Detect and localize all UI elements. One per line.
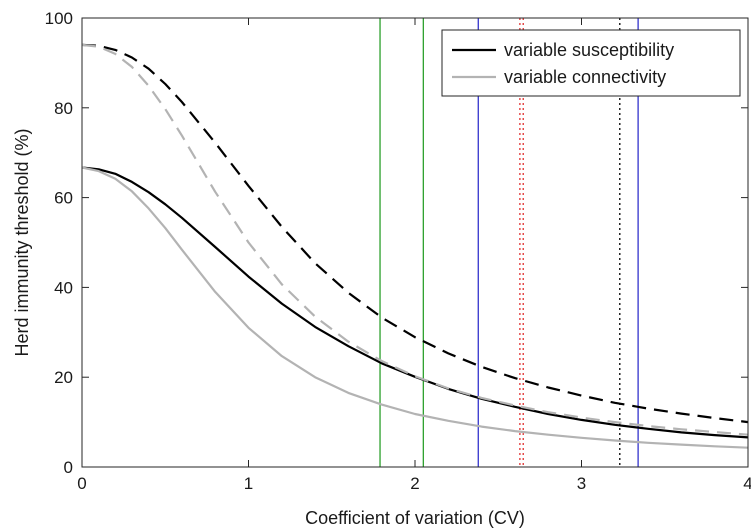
legend-label-variable-connectivity: variable connectivity bbox=[504, 67, 666, 87]
legend: variable susceptibility variable connect… bbox=[441, 29, 741, 97]
x-tick-label: 2 bbox=[410, 474, 419, 493]
variable-connectivity-solid-line bbox=[81, 166, 749, 449]
variable-susceptibility-solid-line bbox=[81, 166, 749, 439]
y-tick-label: 20 bbox=[54, 368, 73, 387]
y-axis-label: Herd immunity threshold (%) bbox=[12, 128, 32, 356]
y-tick-label: 60 bbox=[54, 189, 73, 208]
legend-label-variable-susceptibility: variable susceptibility bbox=[504, 40, 674, 60]
series-dashed-line bbox=[81, 43, 749, 436]
y-tick-label: 80 bbox=[54, 99, 73, 118]
x-tick-label: 0 bbox=[77, 474, 86, 493]
series-layer bbox=[81, 43, 749, 449]
y-tick-label: 40 bbox=[54, 278, 73, 297]
y-tick-label: 100 bbox=[45, 9, 73, 28]
series-dashed-line bbox=[81, 43, 749, 424]
legend-box bbox=[441, 29, 741, 97]
x-axis-label: Coefficient of variation (CV) bbox=[305, 508, 525, 528]
axis-ticks bbox=[81, 17, 749, 468]
x-tick-label: 4 bbox=[743, 474, 751, 493]
y-tick-label: 0 bbox=[64, 458, 73, 477]
x-tick-label: 3 bbox=[577, 474, 586, 493]
x-tick-label: 1 bbox=[244, 474, 253, 493]
